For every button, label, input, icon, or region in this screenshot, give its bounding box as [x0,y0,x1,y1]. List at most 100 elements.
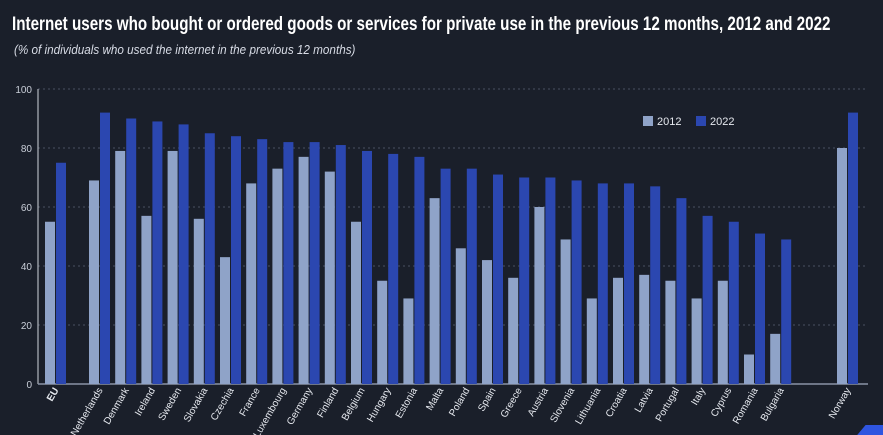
legend-swatch-2022 [696,116,706,126]
chart-title: Internet users who bought or ordered goo… [12,14,831,35]
bar-2022-croatia [624,183,634,384]
x-tick-label: Czechia [209,386,237,423]
bar-2012-norway [837,148,847,384]
x-tick-label: Portugal [654,386,682,424]
bar-2012-netherlands [89,180,99,384]
x-tick-label: Denmark [102,385,132,426]
bar-2012-greece [508,277,519,384]
x-tick-label: Austria [526,386,551,419]
bar-2022-cyprus [728,221,739,384]
x-tick-label: Slovenia [548,386,577,425]
x-tick-label: Sweden [157,386,185,423]
bar-2012-portugal [665,280,676,384]
x-tick-label: Norway [827,386,853,421]
bar-2012-malta [429,198,440,384]
y-tick-label: 100 [15,85,32,96]
x-tick-label: Italy [689,386,708,407]
bar-2012-cyprus [717,280,728,384]
bar-2012-luxembourg [272,168,283,384]
bar-2022-lithuania [597,183,608,384]
legend-swatch-2012 [643,116,653,126]
bar-2012-poland [455,248,466,384]
x-tick-label: Germany [285,386,315,427]
bar-2022-italy [702,215,713,384]
x-tick-label: Slovakia [182,386,211,425]
bar-2022-belgium [362,150,372,384]
bar-2012-estonia [403,298,414,384]
y-tick-label: 80 [21,144,33,155]
bar-2022-netherlands [100,112,110,384]
bar-2022-sweden [178,124,189,385]
bar-2012-denmark [115,150,126,384]
bar-2012-france [246,183,257,384]
bar-2022-greece [519,177,530,384]
bar-2012-hungary [377,280,388,384]
bar-2022-finland [335,145,346,384]
bar-2022-estonia [414,156,425,384]
bar-2012-croatia [613,277,623,384]
x-tick-label: Hungary [365,386,393,424]
bar-2022-czechia [231,136,241,384]
x-tick-label: Belgium [340,386,368,423]
bar-2012-eu [45,221,55,384]
bar-2022-spain [493,174,503,384]
bar-2022-malta [440,168,451,384]
bar-2012-germany [298,156,309,384]
x-tick-label: Finland [315,386,341,420]
x-tick-label: Netherlands [69,386,105,435]
x-tick-label: Spain [476,386,498,414]
x-tick-label: Croatia [604,386,630,420]
x-tick-label: Greece [499,386,525,420]
bar-2022-norway [848,112,858,384]
bar-2022-slovenia [571,180,582,384]
bar-2012-austria [534,207,545,384]
bar-2012-slovakia [193,218,204,384]
bar-2012-latvia [639,274,650,384]
x-tick-label: Cyprus [709,386,734,419]
bar-2012-bulgaria [770,333,781,384]
bar-2012-italy [691,298,702,384]
x-tick-label: Ireland [133,386,158,418]
bar-2022-slovakia [204,133,215,384]
bar-2012-belgium [351,221,361,384]
x-tick-label: France [238,386,263,419]
chart-subtitle: (% of individuals who used the internet … [14,42,356,57]
bar-2012-lithuania [586,298,597,384]
bar-2022-hungary [388,153,399,384]
x-tick-label: EU [45,386,61,404]
x-tick-label: Latvia [633,386,656,415]
x-tick-label: Lithuania [574,386,604,427]
x-tick-label: Malta [424,386,446,413]
bar-2022-france [257,139,268,384]
bar-2022-luxembourg [283,142,294,384]
legend-label: 2012 [657,116,681,128]
bar-2022-portugal [676,198,687,384]
bar-2022-ireland [152,121,163,384]
bar-2012-romania [744,354,754,384]
x-tick-label: Bulgaria [759,386,787,424]
bar-2022-latvia [650,186,661,384]
bar-2012-czechia [220,257,230,384]
x-tick-label: Romania [731,386,761,427]
y-tick-label: 40 [21,262,33,273]
bar-2022-denmark [126,118,137,384]
y-tick-label: 60 [21,203,33,214]
x-tick-label: Poland [447,386,472,418]
legend-label: 2022 [710,116,734,128]
bar-2012-slovenia [560,239,571,384]
y-tick-label: 0 [26,380,32,391]
bar-2012-finland [324,171,335,384]
bar-2022-eu [56,162,66,384]
bar-2012-ireland [141,215,152,384]
bar-2012-sweden [167,150,178,384]
bar-2022-austria [545,177,556,384]
bar-2022-bulgaria [781,239,792,384]
x-tick-label: Estonia [394,386,420,421]
bar-2022-germany [309,142,320,384]
y-tick-label: 20 [21,321,33,332]
bar-2012-spain [482,260,492,384]
bar-2022-romania [755,233,765,384]
bar-2022-poland [466,168,477,384]
